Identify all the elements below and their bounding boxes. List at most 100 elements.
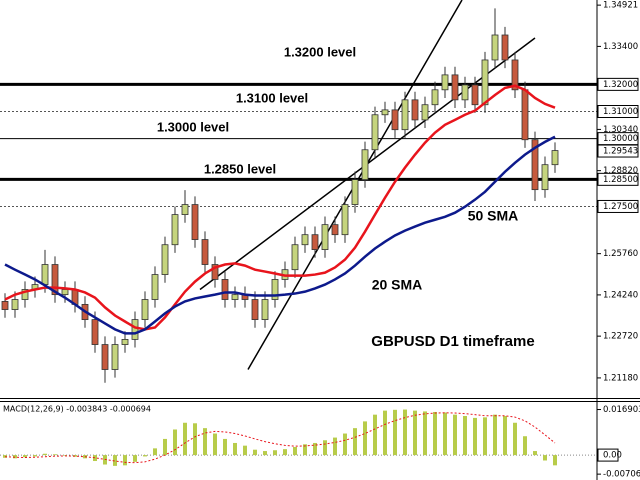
macd-bar — [423, 411, 427, 456]
candle-body — [221, 279, 229, 300]
macd-bar — [473, 417, 477, 456]
candle-body — [491, 34, 499, 61]
candle-body — [501, 34, 509, 61]
macd-bar — [373, 414, 377, 456]
candle-body — [231, 294, 239, 300]
candle-body — [191, 204, 199, 240]
level-axis-box — [597, 199, 639, 213]
macd-bar — [433, 411, 437, 456]
macd-bar — [513, 422, 517, 456]
level-axis-box — [597, 172, 639, 186]
macd-label: MACD(12,26,9) -0.003843 -0.000694 — [3, 405, 151, 414]
macd-bar — [13, 455, 17, 459]
macd-bar — [253, 449, 257, 456]
macd-bar — [143, 455, 147, 457]
y-tick-label: 0.00 — [603, 451, 622, 461]
candle-body — [211, 264, 219, 280]
candle-body — [451, 74, 459, 101]
candle-body — [351, 179, 359, 205]
sma-line — [4, 135, 556, 335]
candle-body — [161, 244, 169, 275]
macd-bar — [343, 433, 347, 456]
candle-body — [411, 99, 419, 121]
candle-body — [341, 204, 349, 236]
level-axis-label: 1.28500 — [603, 175, 638, 185]
macd-bar — [383, 410, 387, 456]
chart-title: GBPUSD D1 timeframe — [371, 333, 534, 350]
candle-body — [131, 319, 139, 340]
macd-bar — [73, 455, 77, 457]
macd-bar — [113, 455, 117, 466]
candle-body — [251, 299, 259, 320]
macd-bar — [553, 455, 557, 466]
macd-bar — [43, 453, 47, 456]
macd-bar — [203, 428, 207, 456]
macd-bar — [63, 455, 67, 456]
level-axis-box — [597, 105, 639, 119]
price-panel — [0, 0, 597, 383]
macd-bar — [533, 451, 537, 456]
candle-body — [531, 139, 539, 191]
level-label: 1.3000 level — [157, 119, 229, 134]
candle-body — [101, 344, 109, 370]
macd-bar — [123, 455, 127, 466]
macd-bar — [503, 416, 507, 456]
macd-bar — [283, 449, 287, 456]
macd-bar — [413, 410, 417, 456]
macd-bar — [463, 416, 467, 456]
macd-bar — [183, 422, 187, 456]
candle-body — [11, 299, 19, 310]
signal-line — [4, 412, 556, 464]
macd-bar — [173, 429, 177, 456]
y-tick-label: 1.24240 — [603, 290, 638, 300]
candle-body — [521, 89, 529, 141]
candle-body — [361, 149, 369, 181]
macd-bar — [273, 450, 277, 456]
candle-body — [421, 104, 429, 121]
candle-body — [541, 164, 549, 191]
y-tick-label: 1.21180 — [603, 373, 638, 383]
y-tick-label: 0.016903 — [603, 405, 640, 415]
macd-bar — [293, 447, 297, 456]
candle-body — [201, 239, 209, 265]
macd-bar — [3, 455, 7, 458]
macd-bar — [243, 445, 247, 456]
candle-body — [91, 319, 99, 345]
candle-body — [311, 234, 319, 250]
candle-body — [401, 99, 409, 131]
candle-body — [441, 74, 449, 91]
candle-body — [111, 344, 119, 370]
level-axis-label: 1.30000 — [603, 134, 638, 144]
candle-body — [171, 214, 179, 246]
candle-body — [331, 224, 339, 236]
macd-bar — [363, 421, 367, 456]
candle-body — [1, 301, 9, 310]
level-label: 1.2850 level — [204, 161, 276, 176]
level-label: 1.3200 level — [284, 44, 356, 59]
macd-bar — [163, 438, 167, 456]
candle-body — [141, 299, 149, 320]
y-tick-label: 1.28820 — [603, 166, 638, 176]
macd-bar — [323, 440, 327, 456]
macd-bar — [403, 409, 407, 456]
candle-body — [551, 150, 559, 166]
sma-line — [4, 84, 556, 331]
macd-bar — [543, 455, 547, 461]
macd-bar — [493, 414, 497, 456]
candle-body — [381, 109, 389, 116]
candle-body — [301, 234, 309, 246]
macd-bar — [393, 409, 397, 456]
candle-body — [21, 289, 29, 300]
macd-bar — [233, 442, 237, 456]
level-axis-label: 1.27500 — [603, 202, 638, 212]
macd-bar — [213, 433, 217, 456]
macd-bar — [53, 454, 57, 456]
macd-bar — [523, 436, 527, 456]
macd-bar — [23, 455, 27, 458]
macd-bar — [33, 455, 37, 457]
candle-body — [41, 264, 49, 285]
candle-body — [431, 89, 439, 106]
macd-bar — [193, 423, 197, 456]
